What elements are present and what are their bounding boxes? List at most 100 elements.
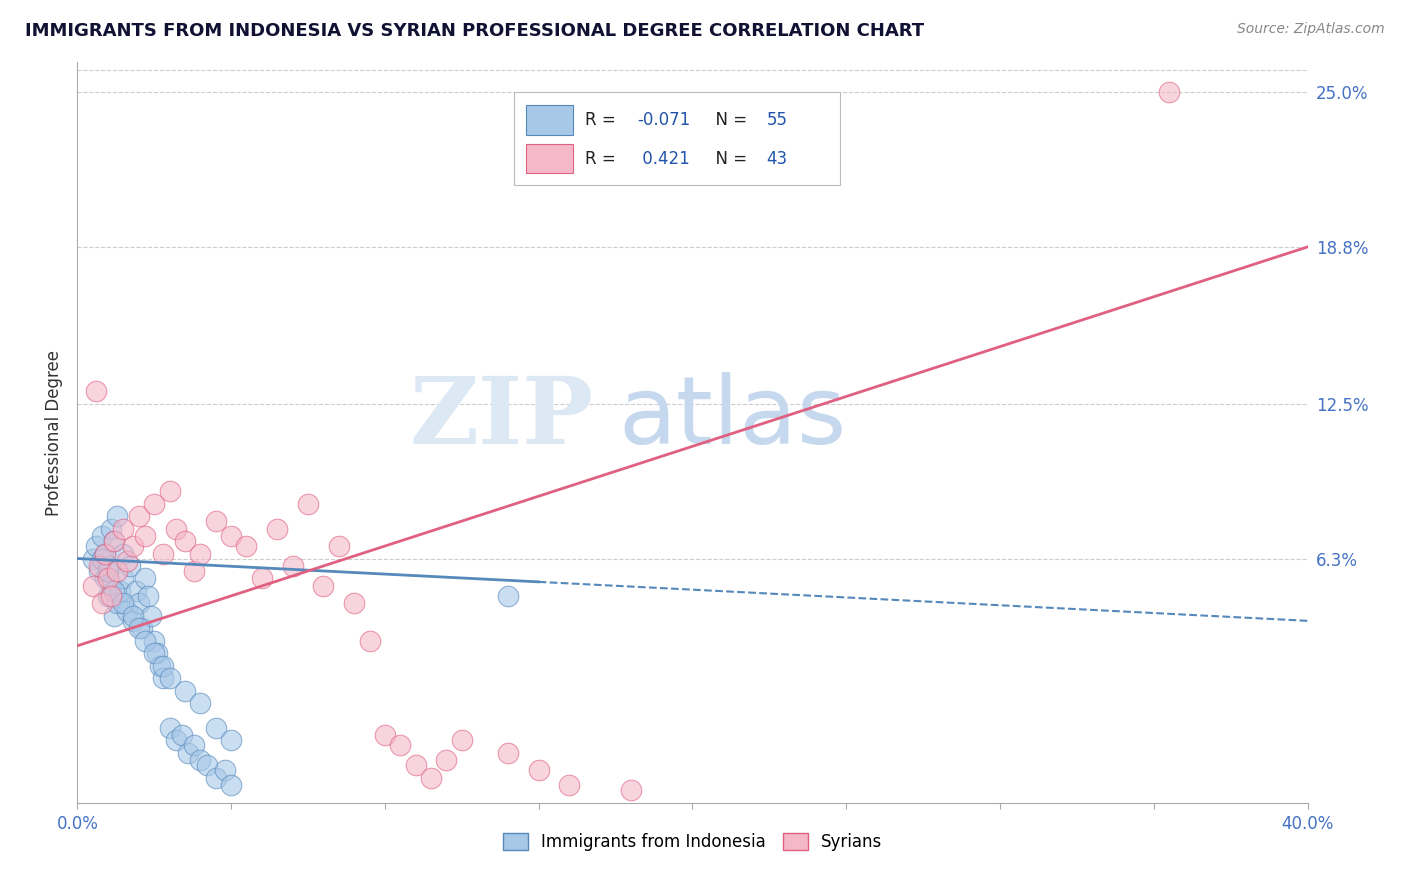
Point bbox=[94, 571, 117, 585]
Point bbox=[174, 534, 197, 549]
Point bbox=[219, 733, 242, 747]
Point bbox=[183, 564, 205, 578]
Point bbox=[204, 721, 226, 735]
Text: 55: 55 bbox=[766, 112, 787, 129]
Point bbox=[266, 522, 288, 536]
Point bbox=[219, 529, 242, 543]
Point bbox=[103, 534, 125, 549]
Point bbox=[374, 729, 396, 743]
Point bbox=[115, 604, 138, 618]
Point bbox=[146, 646, 169, 660]
Point bbox=[143, 497, 166, 511]
Point bbox=[97, 589, 120, 603]
Point bbox=[436, 753, 458, 767]
Point bbox=[90, 529, 114, 543]
Point bbox=[87, 559, 110, 574]
Text: -0.071: -0.071 bbox=[637, 112, 690, 129]
Point bbox=[177, 746, 200, 760]
Point bbox=[188, 547, 212, 561]
Point bbox=[219, 778, 242, 792]
Point bbox=[235, 539, 257, 553]
Text: R =: R = bbox=[585, 150, 621, 168]
Point bbox=[105, 596, 128, 610]
Point bbox=[496, 589, 519, 603]
Point bbox=[105, 564, 128, 578]
Point bbox=[97, 571, 120, 585]
Point bbox=[214, 764, 236, 778]
Point bbox=[250, 571, 273, 585]
Point bbox=[450, 733, 472, 747]
Y-axis label: Professional Degree: Professional Degree bbox=[45, 350, 63, 516]
Text: 43: 43 bbox=[766, 150, 787, 168]
Point bbox=[141, 608, 163, 623]
Point bbox=[159, 721, 181, 735]
Point bbox=[103, 608, 125, 623]
Point bbox=[97, 564, 120, 578]
Bar bbox=[526, 144, 574, 173]
Point bbox=[420, 771, 443, 785]
Point bbox=[165, 733, 187, 747]
Bar bbox=[526, 105, 574, 135]
Point bbox=[328, 539, 350, 553]
Point bbox=[82, 551, 104, 566]
Point bbox=[134, 571, 156, 585]
Point bbox=[152, 671, 174, 685]
Point bbox=[100, 589, 122, 603]
Point bbox=[159, 484, 181, 499]
Point bbox=[389, 739, 412, 753]
Point bbox=[134, 633, 156, 648]
Point bbox=[558, 778, 581, 792]
Point bbox=[1159, 86, 1181, 100]
Point bbox=[143, 633, 166, 648]
Point bbox=[97, 559, 120, 574]
Point bbox=[121, 539, 143, 553]
Point bbox=[195, 758, 218, 772]
Point bbox=[188, 753, 212, 767]
Text: R =: R = bbox=[585, 112, 621, 129]
Point bbox=[128, 509, 150, 524]
Point bbox=[110, 583, 132, 598]
Point bbox=[343, 596, 366, 610]
Point bbox=[112, 522, 135, 536]
Point bbox=[112, 547, 135, 561]
Point bbox=[152, 547, 174, 561]
Point bbox=[94, 547, 117, 561]
Point bbox=[359, 633, 381, 648]
FancyBboxPatch shape bbox=[515, 92, 841, 185]
Point bbox=[112, 571, 135, 585]
Point bbox=[496, 746, 519, 760]
Point bbox=[149, 658, 172, 673]
Point bbox=[82, 579, 104, 593]
Point bbox=[136, 589, 159, 603]
Point bbox=[204, 514, 226, 528]
Point bbox=[100, 579, 122, 593]
Point bbox=[115, 554, 138, 568]
Point bbox=[405, 758, 427, 772]
Point bbox=[620, 783, 643, 797]
Point bbox=[94, 547, 117, 561]
Point bbox=[103, 534, 125, 549]
Point bbox=[90, 596, 114, 610]
Point bbox=[128, 596, 150, 610]
Point bbox=[159, 671, 181, 685]
Point bbox=[281, 559, 304, 574]
Point bbox=[134, 529, 156, 543]
Text: ZIP: ZIP bbox=[409, 373, 595, 463]
Point bbox=[183, 739, 205, 753]
Point bbox=[121, 608, 143, 623]
Point bbox=[188, 696, 212, 710]
Text: N =: N = bbox=[704, 112, 752, 129]
Point bbox=[152, 658, 174, 673]
Point bbox=[121, 614, 143, 628]
Point bbox=[105, 509, 128, 524]
Point bbox=[174, 683, 197, 698]
Point bbox=[170, 729, 193, 743]
Text: Source: ZipAtlas.com: Source: ZipAtlas.com bbox=[1237, 22, 1385, 37]
Point bbox=[125, 583, 148, 598]
Point bbox=[527, 764, 550, 778]
Point bbox=[165, 522, 187, 536]
Point bbox=[118, 559, 141, 574]
Point bbox=[90, 551, 114, 566]
Point bbox=[87, 564, 110, 578]
Point bbox=[131, 621, 153, 635]
